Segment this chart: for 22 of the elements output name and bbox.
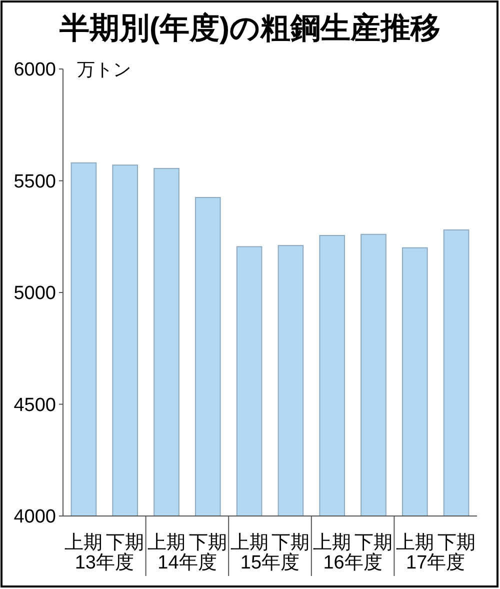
y-tick-label: 5500 — [14, 171, 56, 192]
x-tick-label: 下期 — [354, 532, 392, 554]
x-tick-label: 下期 — [106, 532, 144, 554]
y-tick-label: 4500 — [14, 394, 56, 416]
x-tick-label: 上期 — [148, 532, 186, 554]
text: 17年度 — [406, 552, 466, 574]
x-tick-label: 下期 — [272, 532, 310, 554]
text: 15年度 — [240, 552, 300, 574]
x-tick-label: 上期 — [396, 532, 434, 554]
y-tick-label: 6000 — [14, 60, 56, 81]
chart-title: 半期別(年度)の粗鋼生産推移 — [58, 11, 440, 45]
text: 13年度 — [74, 552, 134, 574]
y-axis-title: 万トン — [77, 59, 131, 80]
x-tick-label: 上期 — [230, 532, 268, 554]
y-tick-label: 5000 — [14, 283, 56, 304]
text: 16年度 — [323, 552, 382, 574]
x-tick-label: 上期 — [64, 532, 103, 554]
x-tick-label: 下期 — [188, 532, 227, 554]
x-tick-label: 下期 — [437, 532, 476, 554]
y-tick-label: 4000 — [14, 506, 56, 528]
text: 14年度 — [158, 552, 217, 574]
x-tick-label: 上期 — [313, 532, 352, 554]
